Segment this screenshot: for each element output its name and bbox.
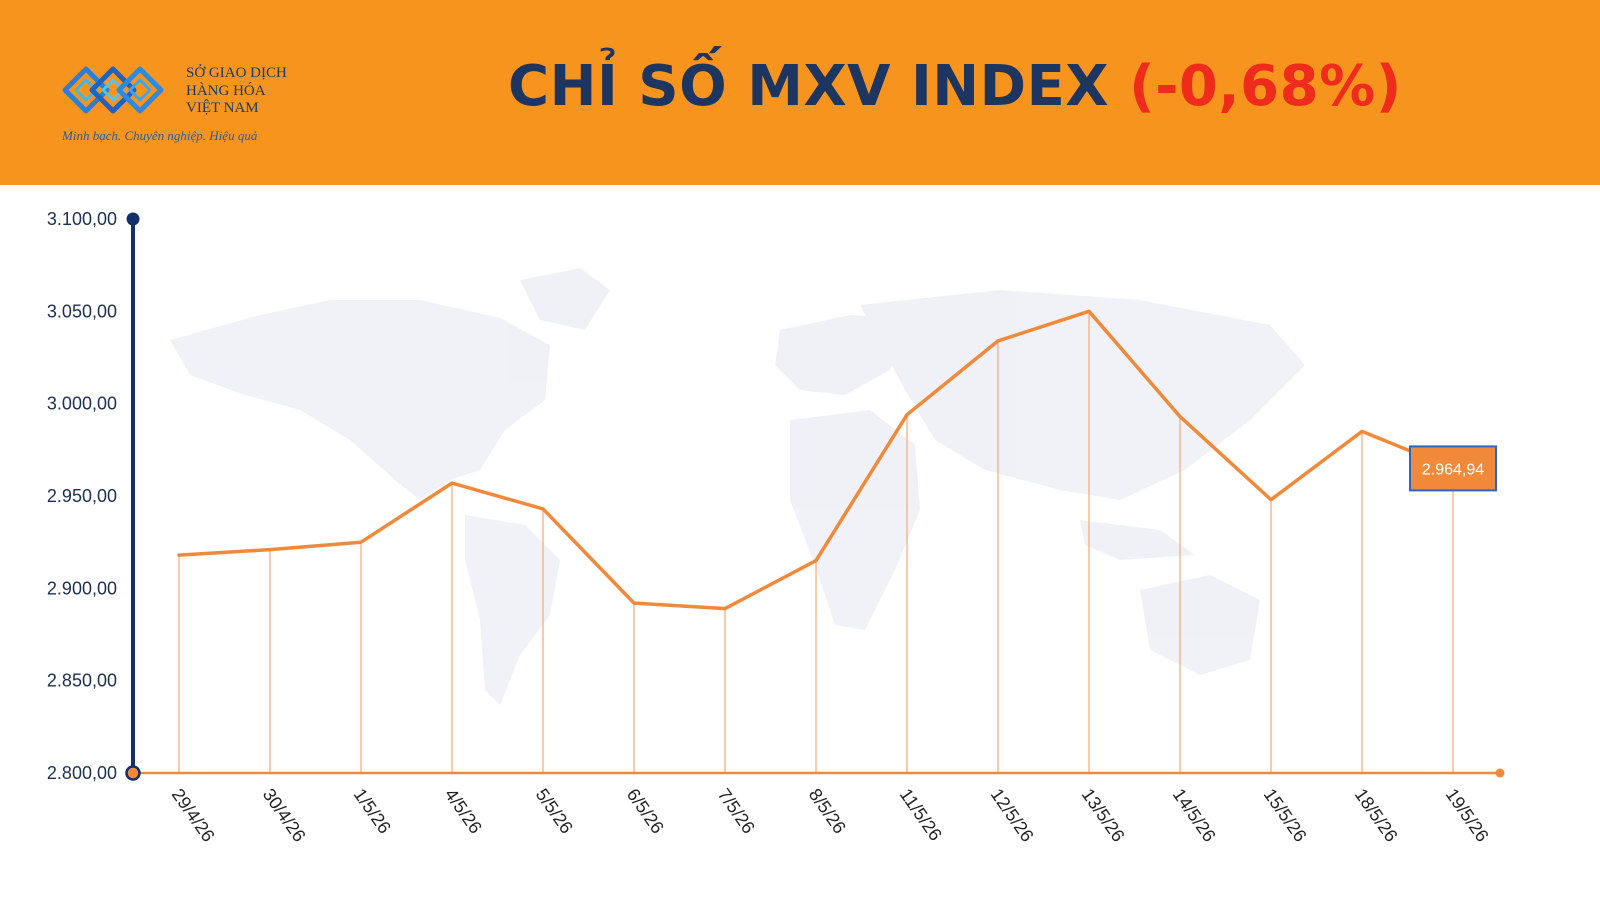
logo-name-line-2: HÀNG HÓA xyxy=(186,82,266,99)
logo-mark-icon xyxy=(62,66,164,114)
world-map-watermark xyxy=(170,268,1305,705)
logo-name: SỞ GIAO DỊCH HÀNG HÓA VIỆT NAM xyxy=(186,65,287,118)
last-value-box xyxy=(1409,445,1497,492)
mxv-index-series-line xyxy=(177,309,1455,611)
logo-tagline: Minh bạch. Chuyên nghiệp. Hiệu quả xyxy=(62,128,258,143)
x-tick-label-10: 12/5/26 xyxy=(987,785,1038,846)
y-tick-label-4: 2.950,00 xyxy=(47,486,117,506)
series-line-group xyxy=(177,309,1455,611)
header-banner: SỞ GIAO DỊCH HÀNG HÓA VIỆT NAM Minh bạch… xyxy=(0,0,1600,185)
y-tick-label-7: 3.100,00 xyxy=(47,209,117,229)
x-tick-label-1: 29/4/26 xyxy=(168,785,219,846)
logo-name-line-1: SỞ GIAO DỊCH xyxy=(186,65,287,81)
logo-name-line-3: VIỆT NAM xyxy=(186,100,259,116)
last-value-label: 2.964,94 xyxy=(1422,461,1484,478)
axis-origin-dot xyxy=(125,765,141,781)
x-axis-tick-labels: 29/4/26 30/4/26 1/5/26 4/5/26 5/5/26 6/5/26 7/… xyxy=(168,785,1493,846)
index-change-percent: (-0,68%) xyxy=(1129,54,1402,119)
x-tick-label-8: 8/5/26 xyxy=(805,785,850,837)
x-tick-label-14: 18/5/26 xyxy=(1351,785,1402,846)
y-tick-label-2: 2.850,00 xyxy=(47,671,117,691)
y-tick-label-6: 3.050,00 xyxy=(47,301,117,321)
x-tick-label-3: 1/5/26 xyxy=(350,785,395,837)
drop-lines xyxy=(178,311,1454,773)
chart-axes xyxy=(125,212,1505,781)
x-tick-label-9: 11/5/26 xyxy=(896,785,946,845)
title-text: CHỈ SỐ MXV INDEX xyxy=(508,54,1110,119)
last-value-callout: 2.964,94 xyxy=(1409,445,1497,492)
y-tick-label-1: 2.800,00 xyxy=(47,763,117,783)
x-tick-label-5: 5/5/26 xyxy=(532,785,577,837)
x-tick-label-6: 6/5/26 xyxy=(623,785,668,837)
page-title: CHỈ SỐ MXV INDEX (-0,68%) xyxy=(508,52,1402,122)
y-axis-tick-labels: 2.800,00 2.850,00 2.900,00 2.950,00 3.000,00… xyxy=(47,209,117,783)
x-tick-label-11: 13/5/26 xyxy=(1078,785,1129,846)
x-tick-label-7: 7/5/26 xyxy=(714,785,759,837)
x-tick-label-4: 4/5/26 xyxy=(441,785,486,837)
y-axis-top-dot xyxy=(126,212,140,226)
x-tick-label-12: 14/5/26 xyxy=(1169,785,1220,846)
x-tick-label-15: 19/5/26 xyxy=(1442,785,1493,846)
y-tick-label-3: 2.900,00 xyxy=(47,578,117,598)
x-axis-end-dot xyxy=(1495,768,1505,778)
x-tick-label-13: 15/5/26 xyxy=(1260,785,1311,846)
mxv-logo: SỞ GIAO DỊCH HÀNG HÓA VIỆT NAM Minh bạch… xyxy=(62,60,302,150)
y-tick-label-5: 3.000,00 xyxy=(47,394,117,414)
x-tick-label-2: 30/4/26 xyxy=(259,785,310,846)
